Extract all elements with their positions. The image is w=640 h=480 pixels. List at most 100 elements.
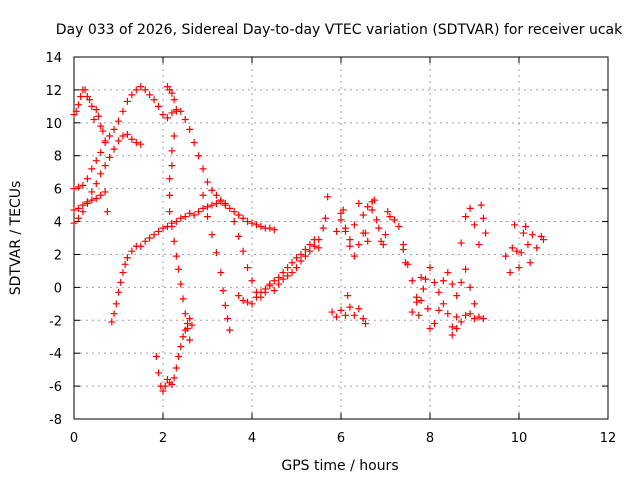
data-point [70,185,78,193]
data-point [123,97,131,105]
data-point [208,231,216,239]
data-point [221,201,229,209]
data-point [426,325,434,332]
data-point [417,273,425,281]
data-point [444,310,452,318]
data-point [172,364,180,372]
data-point [439,300,447,308]
data-point [386,213,394,221]
data-point [146,234,154,242]
data-point [188,321,196,329]
data-point [395,222,403,230]
data-point [471,221,478,229]
data-point [457,318,465,326]
data-point [479,214,487,222]
data-point [453,325,461,332]
data-point [415,311,423,319]
grid-lines [74,57,608,419]
data-point [81,86,89,94]
data-point [161,382,169,390]
x-tick-label: 8 [426,431,434,446]
data-point [132,139,140,147]
y-tick-label: 8 [54,150,62,165]
data-point [92,180,100,188]
data-point [115,288,122,296]
data-point [79,201,87,209]
data-point [186,125,194,133]
data-point [270,226,278,234]
data-point [457,239,465,247]
data-point [235,232,243,240]
data-point [172,107,180,115]
data-point [341,227,349,235]
data-point [77,92,85,100]
y-tick-label: 0 [54,281,62,296]
data-point [239,247,247,255]
data-point [170,237,178,245]
data-point [471,300,478,308]
data-point [419,285,427,293]
data-point [435,306,443,314]
data-point [110,310,118,318]
y-tick-label: 2 [54,248,62,263]
data-point [186,209,194,217]
data-point [424,305,432,313]
data-point [235,292,243,300]
data-point [257,222,265,230]
data-point [152,352,160,360]
data-point [321,214,329,222]
y-tick-label: 12 [45,84,62,99]
data-point [88,165,96,173]
x-tick-label: 6 [337,431,345,446]
data-point [88,188,96,196]
data-point [439,277,447,285]
data-point [170,132,178,140]
axis-ticks: 0 2 4 6 8 10 12 -8 -6 -4 -2 0 2 4 6 8 10 12 14 [45,51,616,446]
data-point [377,237,385,245]
data-point [430,278,438,286]
data-point [230,208,238,216]
data-point [168,162,176,170]
data-point [270,277,278,285]
y-tick-label: 6 [54,183,62,198]
data-point [155,102,163,110]
data-point [226,204,234,212]
data-point [382,231,389,239]
data-point [175,352,183,360]
data-point [137,242,145,250]
data-point [97,191,105,199]
data-point [444,269,452,277]
data-point [112,300,120,308]
data-point [186,315,194,323]
data-point [275,280,283,288]
data-point [137,83,145,91]
data-point [519,229,527,237]
data-point [183,325,191,332]
data-point [515,264,523,272]
data-point [279,269,287,277]
data-point [355,199,363,207]
data-point [97,148,105,156]
data-point [324,193,332,201]
data-point [293,254,300,262]
data-point [350,252,358,260]
data-point [248,300,256,308]
data-point [502,252,510,260]
data-point [384,208,392,216]
data-point [74,214,82,222]
data-point [168,89,176,97]
data-point [115,137,122,145]
data-point [159,224,167,232]
x-tick-label: 12 [600,431,617,446]
data-point [97,122,105,130]
data-point [119,107,127,115]
data-point [328,308,336,316]
y-tick-label: -8 [49,413,62,428]
data-point [190,139,198,147]
data-point [119,132,127,140]
data-point [359,315,367,323]
data-point [230,218,238,226]
data-point [333,313,341,321]
data-point [166,191,174,199]
data-point [170,374,178,382]
